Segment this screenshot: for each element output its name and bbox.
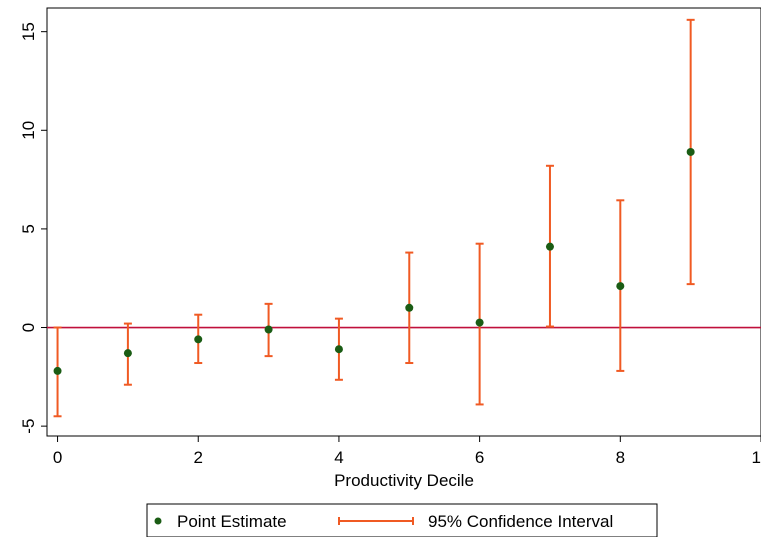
legend-label-point-estimate: Point Estimate	[177, 512, 287, 531]
legend-entry-point-estimate: Point Estimate	[154, 512, 287, 531]
x-axis-label: Productivity Decile	[334, 471, 474, 490]
y-tick-label-15: 15	[19, 22, 38, 41]
point-estimate-3	[264, 325, 273, 334]
point-estimate-8	[616, 282, 625, 291]
legend-marker-point	[154, 517, 162, 525]
point-estimate-2	[194, 335, 203, 344]
x-tick-label-10: 10	[752, 448, 761, 467]
x-tick-label-6: 6	[475, 448, 484, 467]
point-estimate-7	[545, 242, 554, 251]
y-tick-label--5: -5	[19, 419, 38, 434]
plot-area	[46, 7, 761, 437]
x-tick-label-0: 0	[53, 448, 62, 467]
legend-label-confidence-interval: 95% Confidence Interval	[428, 512, 613, 531]
plot-frame	[46, 7, 761, 437]
axes: 0 2 4 6 8 10 -5 0 5 10 15	[19, 22, 761, 467]
point-estimate-0	[53, 366, 62, 375]
point-estimate-1	[123, 349, 132, 358]
point-estimate-9	[686, 147, 695, 156]
point-estimate-6	[475, 318, 484, 327]
x-tick-label-8: 8	[616, 448, 625, 467]
y-tick-label-5: 5	[19, 224, 38, 233]
legend-items: Point Estimate 95% Confidence Interval	[154, 512, 613, 531]
y-tick-label-0: 0	[19, 323, 38, 332]
y-tick-label-10: 10	[19, 121, 38, 140]
point-estimate-4	[334, 345, 343, 354]
legend: Point Estimate 95% Confidence Interval	[146, 503, 658, 537]
point-estimate-5	[405, 303, 414, 312]
legend-entry-confidence-interval: 95% Confidence Interval	[338, 512, 613, 531]
x-tick-label-4: 4	[334, 448, 343, 467]
x-tick-label-2: 2	[194, 448, 203, 467]
